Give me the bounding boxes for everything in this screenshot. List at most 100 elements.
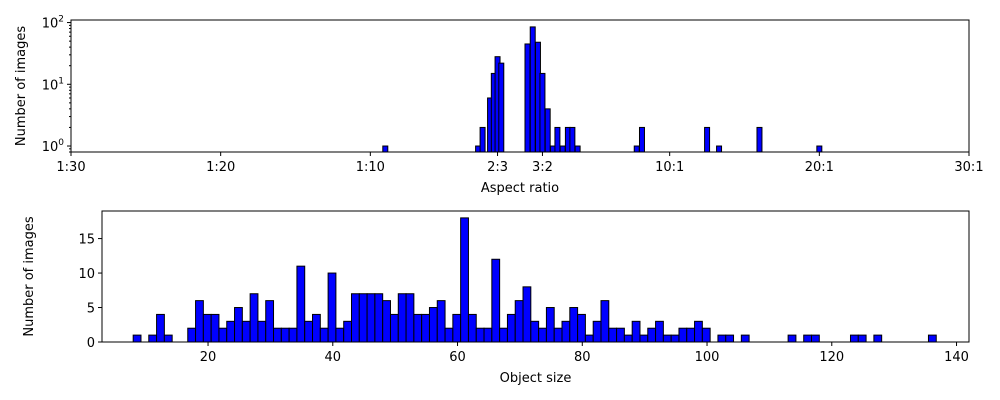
aspect-ratio-bar (529, 26, 536, 153)
object-size-ticks: 20 40 60 80 100 120 140 0 5 10 15 (78, 233, 968, 365)
object-size-bar (397, 293, 407, 343)
object-size-bar (647, 327, 657, 343)
object-size-bar (234, 307, 243, 343)
x-tick-label: 1:20 (206, 160, 235, 175)
object-size-bar (701, 327, 711, 343)
object-size-bar (600, 300, 610, 343)
object-size-bar (350, 293, 360, 343)
y-tick-label: 15 (78, 233, 95, 248)
x-tick-label: 80 (574, 350, 591, 365)
object-size-bar (670, 334, 680, 343)
object-size-bar (740, 334, 750, 343)
aspect-ratio-plot-frame (70, 19, 970, 153)
x-tick-label: 120 (819, 350, 844, 365)
object-size-bar (210, 313, 220, 343)
y-tick-exponent: 0 (58, 138, 64, 148)
x-tick-label: 2:3 (487, 160, 508, 175)
object-size-bar (506, 313, 516, 343)
object-size-bar (460, 217, 469, 343)
object-size-bar (389, 313, 399, 343)
object-size-bar (553, 327, 563, 343)
object-size-bar (522, 286, 532, 343)
object-size-bar (241, 320, 251, 343)
y-tick-base: 10 (42, 17, 59, 32)
object-size-bar (803, 334, 813, 343)
x-tick-label: 3:2 (532, 160, 553, 175)
object-size-bar (187, 327, 197, 343)
x-tick-label: 100 (695, 350, 720, 365)
aspect-ratio-x-axis-label: Aspect ratio (481, 181, 559, 196)
aspect-ratio-bar (574, 145, 581, 153)
object-size-bar (483, 327, 493, 343)
aspect-ratio-bar (633, 145, 640, 153)
object-size-bar (655, 320, 664, 343)
y-tick-base: 10 (42, 140, 59, 155)
aspect-ratio-bar (539, 72, 546, 153)
object-size-bar (584, 334, 594, 343)
aspect-ratio-bar (756, 126, 763, 153)
object-size-bar (366, 293, 376, 343)
object-size-bar (662, 334, 672, 343)
object-size-bar (319, 327, 329, 343)
object-size-y-axis-label: Number of images (22, 216, 37, 337)
object-size-bar (156, 313, 165, 343)
aspect-ratio-bar (479, 126, 486, 153)
y-tick-label: 0 (87, 336, 95, 351)
object-size-bar (428, 307, 438, 343)
object-size-bar (577, 313, 586, 343)
object-size-bar (288, 327, 298, 343)
x-tick-label: 10:1 (655, 160, 684, 175)
object-size-bar (608, 327, 618, 343)
aspect-ratio-bar (716, 145, 723, 153)
object-size-bar (678, 327, 688, 343)
aspect-ratio-bar (569, 126, 576, 153)
object-size-bar (725, 334, 735, 343)
object-size-bar (436, 300, 446, 343)
object-size-bar (226, 320, 236, 343)
object-size-bar (280, 327, 290, 343)
aspect-ratio-bar (559, 145, 566, 153)
object-size-bar (639, 334, 649, 343)
object-size-bar (405, 293, 415, 343)
object-size-bars (132, 217, 937, 343)
x-tick-label: 30:1 (954, 160, 983, 175)
object-size-bar (195, 300, 204, 343)
object-size-bar (849, 334, 859, 343)
object-size-bar (358, 293, 368, 343)
object-size-bar (873, 334, 883, 343)
aspect-ratio-y-axis-label: Number of images (14, 26, 29, 147)
object-size-bar (857, 334, 867, 343)
object-size-bar (132, 334, 142, 343)
object-size-bar (343, 320, 352, 343)
object-size-bar (202, 313, 212, 343)
object-size-bar (265, 300, 275, 343)
object-size-bar (631, 320, 641, 343)
object-size-bar (382, 300, 391, 343)
object-size-bar (444, 327, 454, 343)
object-size-bar (561, 320, 571, 343)
object-size-x-axis-label: Object size (500, 371, 572, 386)
object-size-bar (148, 334, 158, 343)
object-size-bar (538, 327, 547, 343)
object-size-bar (475, 327, 485, 343)
y-tick-label: 102 (42, 15, 64, 32)
object-size-bar (249, 293, 259, 343)
object-size-bar (569, 307, 579, 343)
x-tick-label: 40 (325, 350, 342, 365)
aspect-ratio-bar (544, 108, 551, 153)
object-size-bar (273, 327, 282, 343)
y-tick-label: 10 (78, 267, 95, 282)
x-tick-label: 60 (449, 350, 466, 365)
aspect-ratio-chart: 1:30 1:20 1:10 2:3 3:2 10:1 20:1 30:1100101102 … (14, 15, 984, 196)
object-size-bar (811, 334, 820, 343)
object-size-bar (694, 320, 703, 343)
object-size-bar (304, 320, 314, 343)
object-size-bar (530, 320, 540, 343)
object-size-bar (616, 327, 625, 343)
object-size-chart: 20 40 60 80 100 120 140 0 5 10 15 Object size Numb… (22, 210, 970, 386)
aspect-ratio-bar (638, 126, 645, 153)
x-tick-label: 20 (200, 350, 217, 365)
aspect-ratio-bar (704, 126, 711, 153)
